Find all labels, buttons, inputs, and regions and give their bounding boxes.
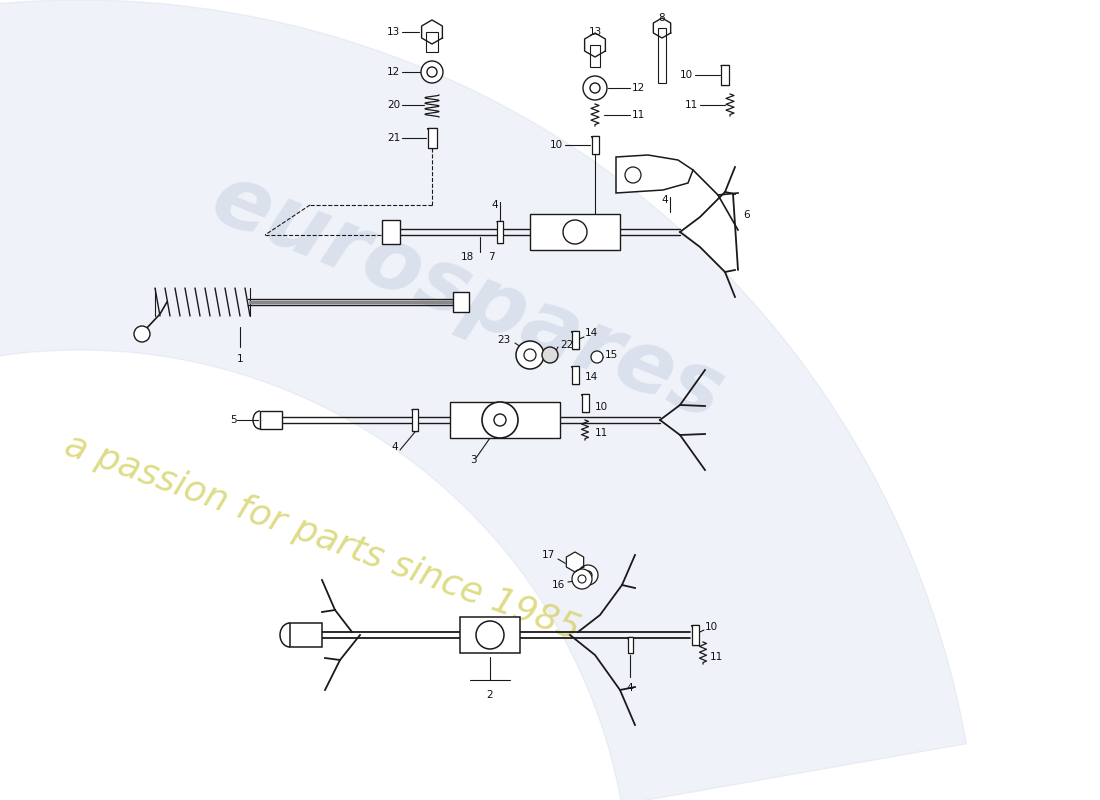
Circle shape [584, 571, 592, 579]
Circle shape [134, 326, 150, 342]
Text: 7: 7 [488, 252, 495, 262]
Polygon shape [584, 33, 605, 57]
Text: 10: 10 [595, 402, 608, 412]
Circle shape [591, 351, 603, 363]
Text: a passion for parts since 1985: a passion for parts since 1985 [60, 428, 584, 647]
Text: eurospares: eurospares [200, 157, 736, 438]
Bar [592, 136, 598, 154]
Circle shape [625, 167, 641, 183]
Circle shape [427, 67, 437, 77]
Polygon shape [0, 0, 966, 800]
Text: 11: 11 [632, 110, 646, 120]
Circle shape [516, 341, 544, 369]
Polygon shape [616, 155, 693, 193]
Text: 13: 13 [387, 27, 400, 37]
Text: 1: 1 [236, 354, 243, 364]
Bar [590, 45, 600, 67]
Text: 5: 5 [230, 415, 236, 425]
Circle shape [482, 402, 518, 438]
Bar [720, 65, 729, 85]
Bar [260, 411, 282, 429]
Text: 4: 4 [627, 683, 634, 693]
Text: 12: 12 [387, 67, 400, 77]
Bar [450, 402, 560, 438]
Bar [412, 409, 418, 431]
Bar [460, 617, 520, 653]
Bar [290, 623, 322, 647]
Text: 4: 4 [661, 195, 668, 205]
Bar [497, 221, 503, 243]
Polygon shape [421, 20, 442, 44]
Text: 4: 4 [492, 200, 498, 210]
Text: 10: 10 [705, 622, 718, 632]
Bar [627, 637, 632, 653]
Circle shape [524, 349, 536, 361]
Text: 20: 20 [387, 100, 400, 110]
Text: 14: 14 [585, 372, 598, 382]
Circle shape [476, 621, 504, 649]
Text: 11: 11 [595, 428, 608, 438]
Polygon shape [566, 552, 584, 572]
Text: 22: 22 [560, 340, 573, 350]
Text: 15: 15 [605, 350, 618, 360]
Text: 11: 11 [710, 652, 724, 662]
Polygon shape [653, 18, 671, 38]
Bar [582, 394, 588, 412]
Text: 2: 2 [486, 690, 493, 700]
Text: 10: 10 [550, 140, 563, 150]
Bar [530, 214, 620, 250]
Bar [426, 32, 438, 52]
Text: 16: 16 [552, 580, 565, 590]
Circle shape [421, 61, 443, 83]
Circle shape [494, 414, 506, 426]
Bar [658, 28, 666, 83]
Text: 14: 14 [585, 328, 598, 338]
Text: 21: 21 [387, 133, 400, 143]
Text: 13: 13 [588, 27, 602, 37]
Text: 11: 11 [684, 100, 699, 110]
Text: 8: 8 [659, 13, 666, 23]
Bar [428, 128, 437, 148]
Circle shape [583, 76, 607, 100]
Text: 10: 10 [680, 70, 693, 80]
Circle shape [572, 569, 592, 589]
Bar [382, 220, 400, 244]
Bar [692, 625, 698, 645]
Text: 3: 3 [470, 455, 476, 465]
Circle shape [590, 83, 600, 93]
Text: 23: 23 [497, 335, 510, 345]
Text: 17: 17 [541, 550, 556, 560]
Bar [453, 292, 469, 312]
Text: 18: 18 [461, 252, 474, 262]
Text: 6: 6 [742, 210, 749, 220]
Bar [572, 331, 579, 349]
Bar [572, 366, 579, 384]
Circle shape [578, 575, 586, 583]
Text: 12: 12 [632, 83, 646, 93]
Circle shape [563, 220, 587, 244]
Circle shape [542, 347, 558, 363]
Circle shape [578, 565, 598, 585]
Text: 4: 4 [392, 442, 398, 452]
